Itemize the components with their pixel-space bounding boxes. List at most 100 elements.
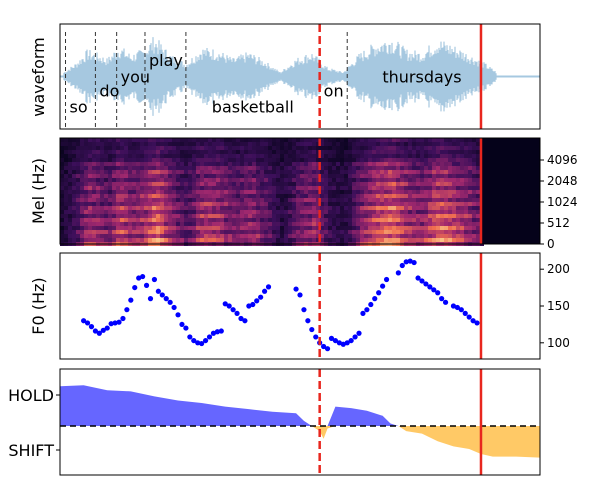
mel-cell [220,138,224,142]
mel-cell [444,154,448,158]
mel-cell [116,194,120,198]
mel-cell [372,206,376,210]
mel-cell [444,222,448,226]
mel-cell [476,190,480,194]
mel-cell [392,158,396,162]
mel-cell [236,218,240,222]
mel-cell [336,202,340,206]
mel-cell [188,170,192,174]
mel-cell [64,238,68,242]
f0-point [293,286,299,292]
mel-cell [312,158,316,162]
mel-cell [164,222,168,226]
mel-cell [224,150,228,154]
mel-cell [248,158,252,162]
mel-cell [160,166,164,170]
mel-cell [80,198,84,202]
mel-cell [148,222,152,226]
mel-cell [72,182,76,186]
mel-cell [400,190,404,194]
mel-cell [100,226,104,230]
mel-cell [376,210,380,214]
mel-cell [160,138,164,142]
mel-cell [424,150,428,154]
mel-cell [260,186,264,190]
mel-cell [228,238,232,242]
mel-cell [132,206,136,210]
mel-cell [232,198,236,202]
mel-cell [116,226,120,230]
mel-cell [472,210,476,214]
mel-cell [272,202,276,206]
mel-cell [428,166,432,170]
f0-point [356,330,362,336]
mel-cell [280,202,284,206]
mel-cell [288,202,292,206]
mel-cell [272,150,276,154]
mel-cell [444,150,448,154]
mel-cell [224,158,228,162]
mel-cell [176,150,180,154]
mel-cell [476,182,480,186]
mel-cell [108,162,112,166]
mel-cell [244,150,248,154]
mel-cell [412,150,416,154]
mel-cell [84,158,88,162]
mel-cell [188,154,192,158]
mel-cell [388,202,392,206]
mel-cell [268,170,272,174]
mel-cell [224,154,228,158]
mel-cell [60,174,64,178]
mel-cell [244,226,248,230]
mel-cell [312,230,316,234]
mel-cell [324,226,328,230]
mel-cell [160,182,164,186]
mel-cell [268,190,272,194]
mel-cell [112,186,116,190]
mel-cell [304,234,308,238]
mel-cell [252,190,256,194]
mel-cell [304,206,308,210]
mel-cell [428,150,432,154]
mel-cell [356,198,360,202]
mel-cell [104,230,108,234]
mel-cell [72,230,76,234]
mel-cell [320,142,324,146]
mel-cell [196,142,200,146]
mel-cell [124,198,128,202]
mel-cell [304,198,308,202]
mel-cell [132,146,136,150]
mel-cell [348,182,352,186]
mel-cell [464,182,468,186]
mel-cell [468,142,472,146]
mel-cell [308,150,312,154]
mel-cell [212,218,216,222]
mel-cell [464,198,468,202]
f0-point [360,310,366,316]
mel-cell [396,202,400,206]
mel-cell [216,170,220,174]
mel-cell [252,214,256,218]
mel-cell [236,138,240,142]
mel-cell [100,154,104,158]
mel-cell [172,218,176,222]
mel-cell [400,178,404,182]
mel-cell [340,206,344,210]
mel-cell [452,166,456,170]
mel-cell [300,214,304,218]
mel-cell [224,238,228,242]
mel-cell [184,150,188,154]
mel-cell [304,166,308,170]
mel-cell [384,170,388,174]
mel-cell [256,210,260,214]
f0-point [376,290,382,296]
mel-cell [232,170,236,174]
mel-cell [284,214,288,218]
mel-cell [336,230,340,234]
mel-cell [460,150,464,154]
mel-cell [380,154,384,158]
mel-cell [448,222,452,226]
mel-cell [204,214,208,218]
mel-cell [144,178,148,182]
mel-cell [172,190,176,194]
